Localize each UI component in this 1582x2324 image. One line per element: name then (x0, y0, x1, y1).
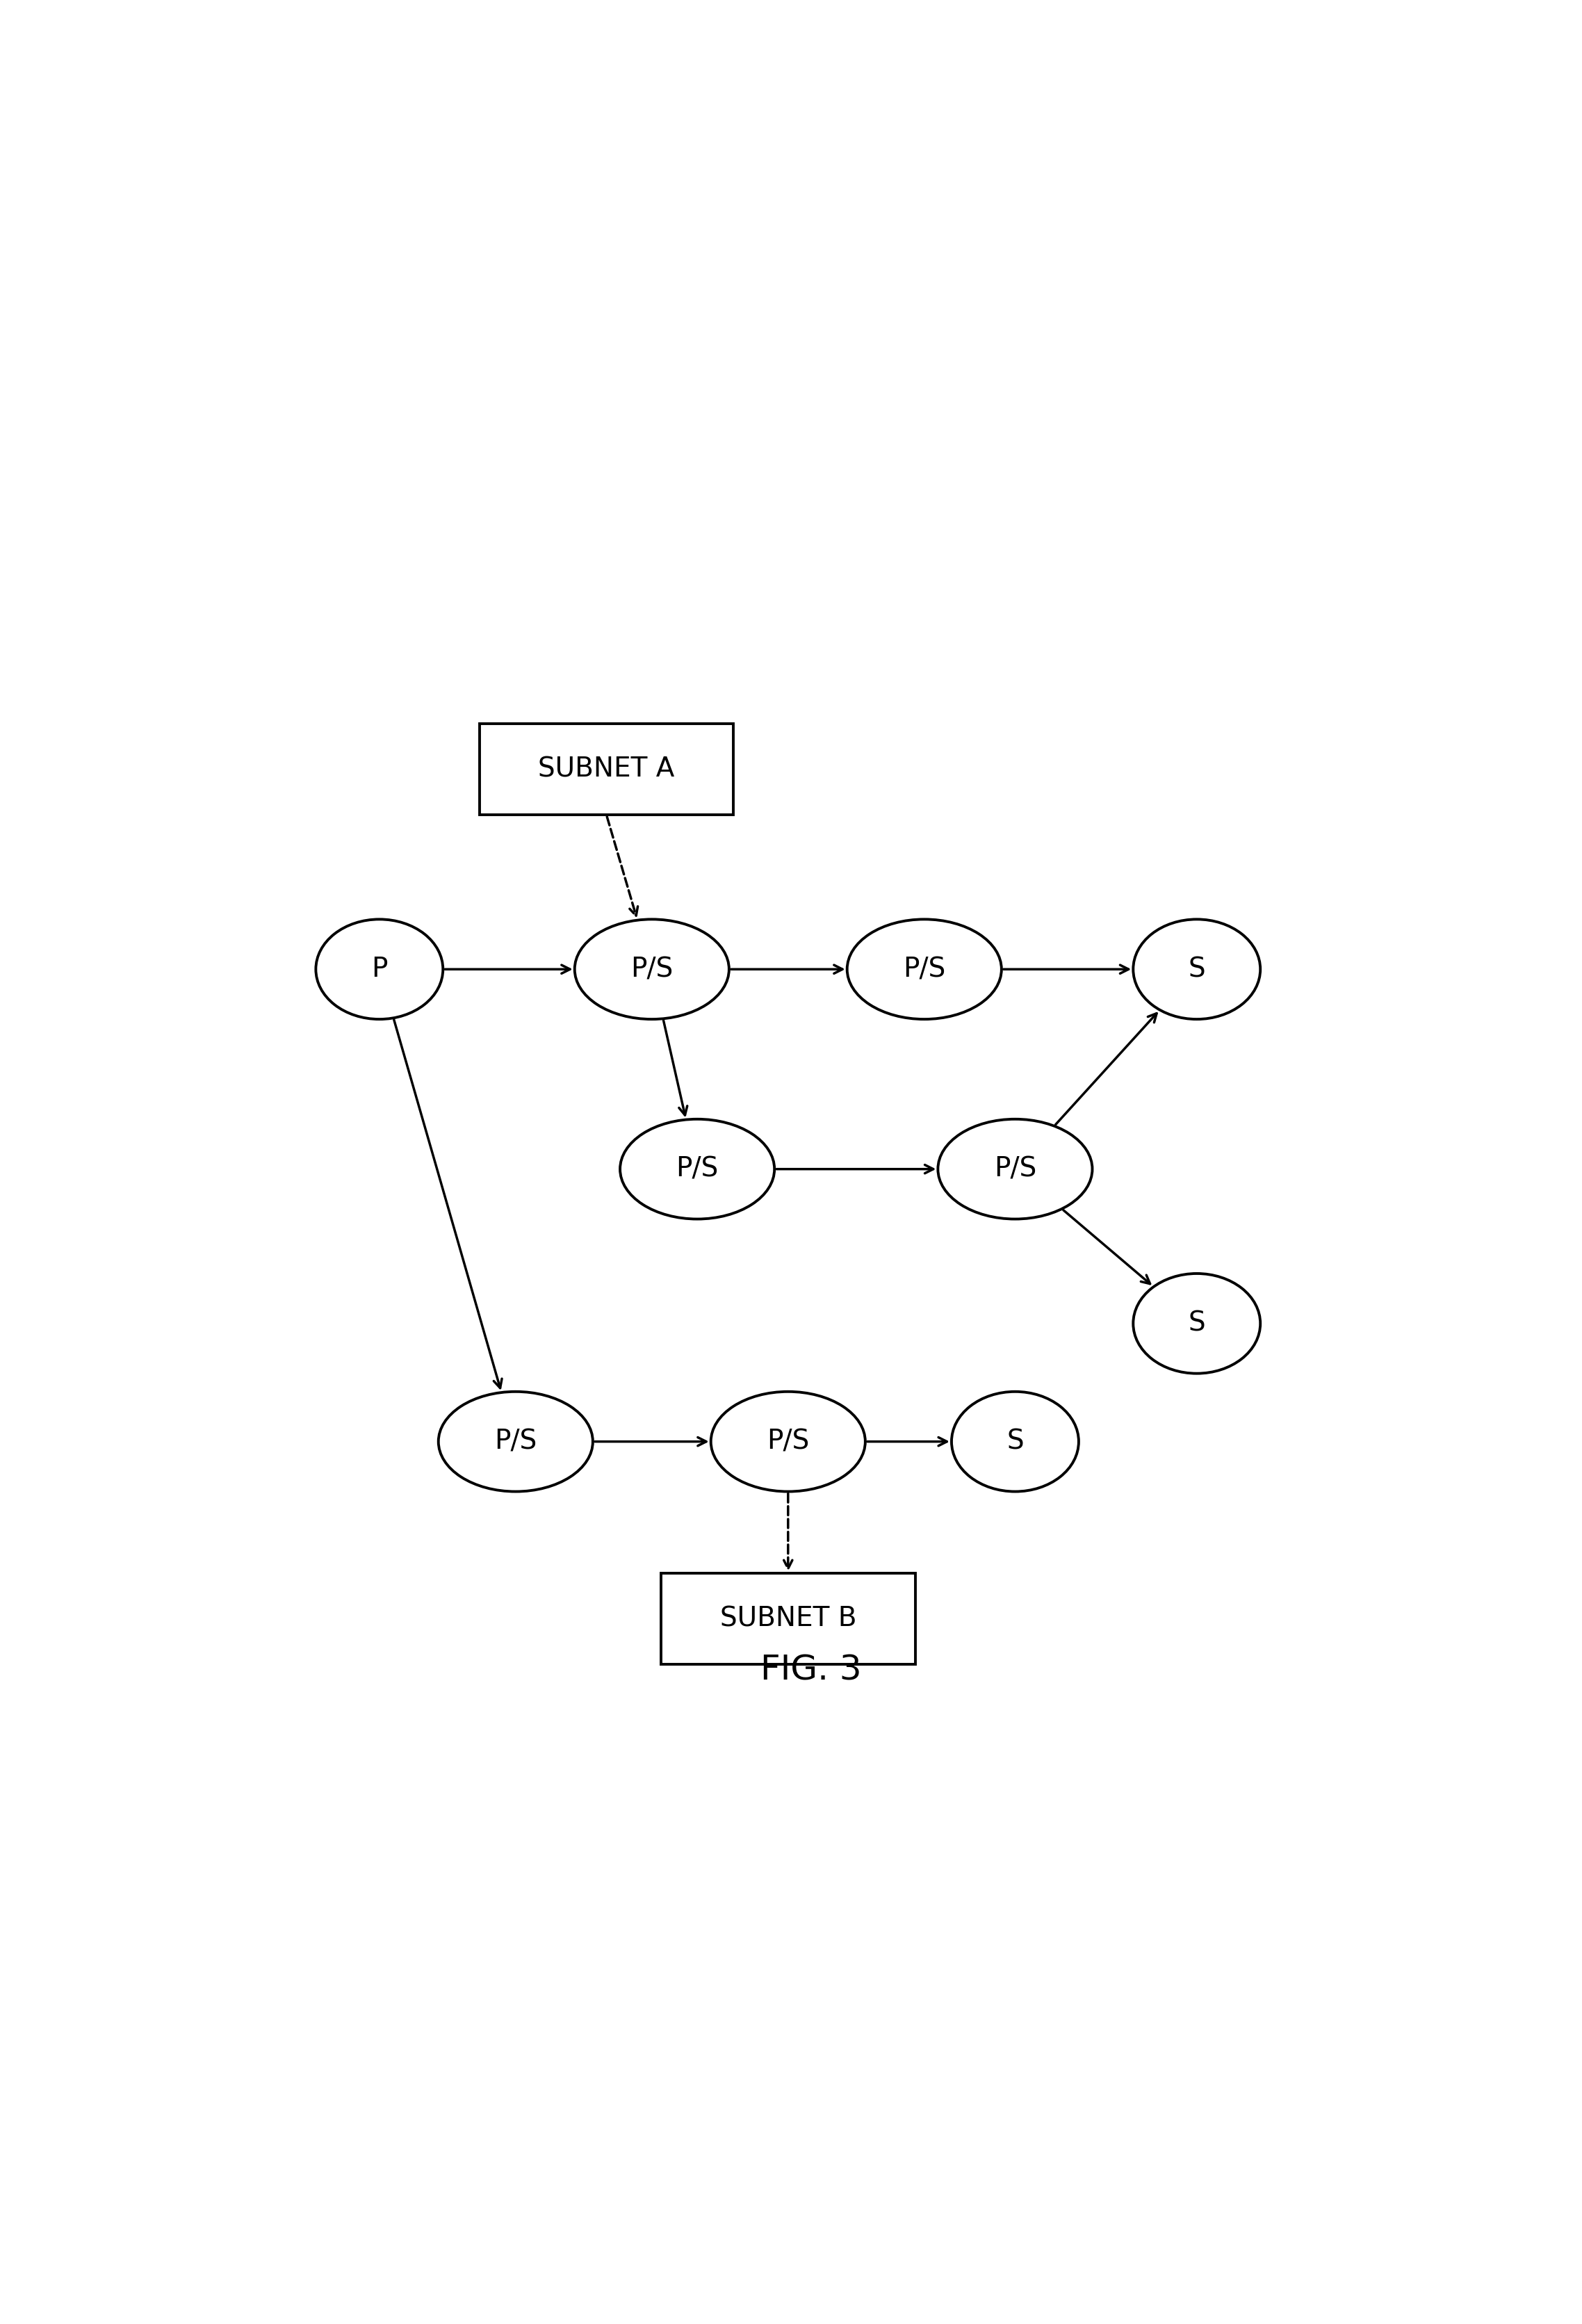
Text: P/S: P/S (993, 1155, 1036, 1183)
Ellipse shape (1133, 1274, 1261, 1373)
Text: SUBNET B: SUBNET B (720, 1606, 856, 1631)
Ellipse shape (620, 1120, 775, 1220)
Ellipse shape (938, 1120, 1092, 1220)
Text: S: S (1006, 1429, 1024, 1455)
Text: P/S: P/S (631, 955, 672, 983)
Ellipse shape (438, 1392, 593, 1492)
Text: P/S: P/S (494, 1429, 536, 1455)
Ellipse shape (951, 1392, 1079, 1492)
Ellipse shape (316, 920, 443, 1020)
Ellipse shape (1133, 920, 1261, 1020)
Ellipse shape (574, 920, 729, 1020)
Text: P/S: P/S (903, 955, 946, 983)
Text: SUBNET A: SUBNET A (538, 755, 674, 783)
Text: FIG. 3: FIG. 3 (761, 1655, 861, 1687)
Text: P: P (372, 955, 388, 983)
Text: S: S (1188, 1311, 1205, 1336)
Text: P/S: P/S (767, 1429, 810, 1455)
Text: P/S: P/S (676, 1155, 718, 1183)
Ellipse shape (710, 1392, 865, 1492)
Bar (479, 725, 734, 816)
Text: S: S (1188, 955, 1205, 983)
Bar (661, 1573, 916, 1664)
Ellipse shape (846, 920, 1001, 1020)
